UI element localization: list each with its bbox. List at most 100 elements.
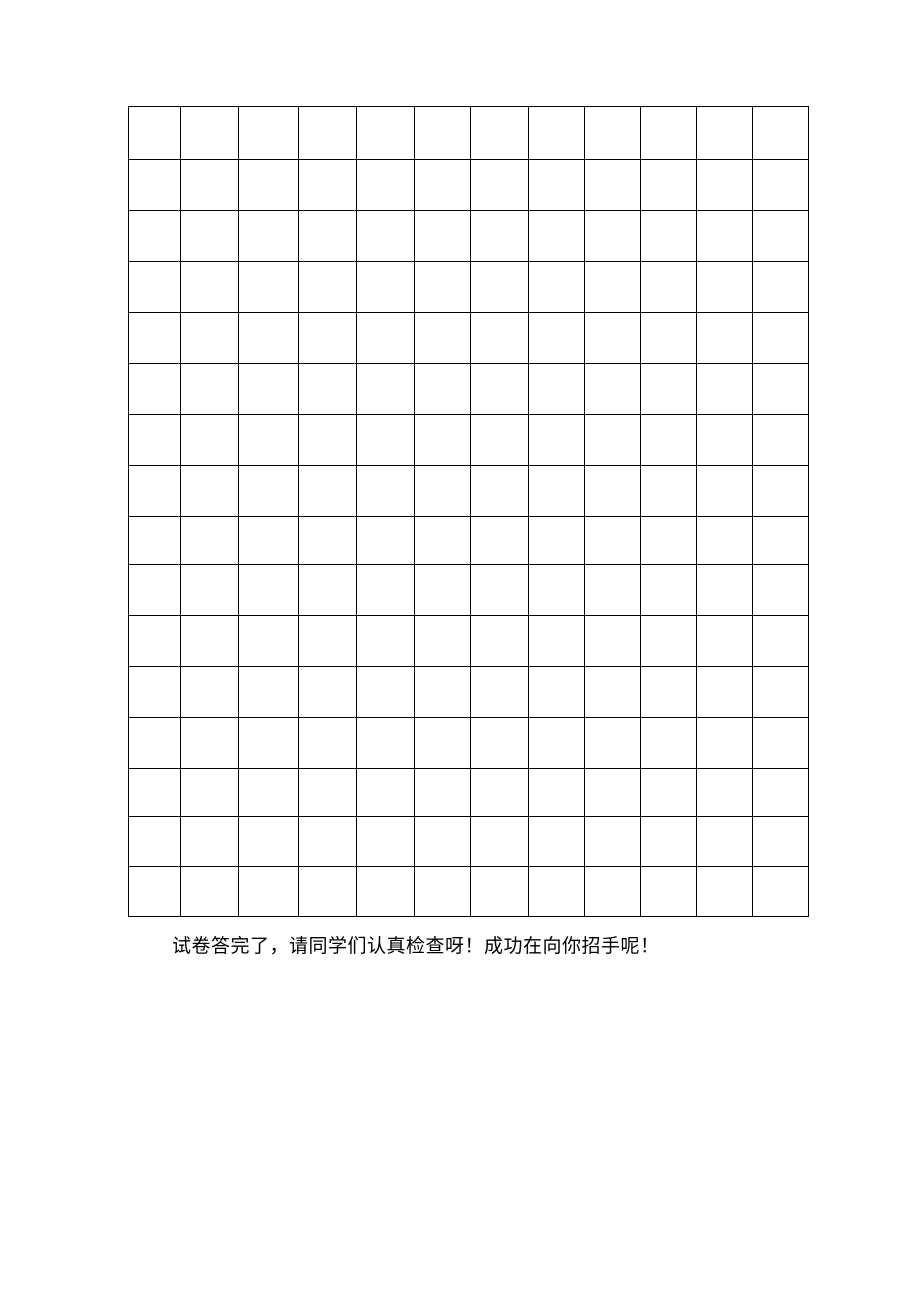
grid-cell[interactable] — [753, 718, 809, 769]
grid-cell[interactable] — [181, 364, 239, 415]
grid-cell[interactable] — [357, 867, 415, 917]
grid-cell[interactable] — [529, 565, 585, 616]
grid-cell[interactable] — [471, 769, 529, 817]
grid-cell[interactable] — [529, 466, 585, 517]
grid-cell[interactable] — [697, 769, 753, 817]
grid-cell[interactable] — [357, 313, 415, 364]
grid-cell[interactable] — [641, 616, 697, 667]
grid-cell[interactable] — [239, 160, 299, 211]
grid-cell[interactable] — [529, 160, 585, 211]
grid-cell[interactable] — [181, 415, 239, 466]
grid-cell[interactable] — [471, 565, 529, 616]
grid-cell[interactable] — [753, 517, 809, 565]
grid-cell[interactable] — [181, 565, 239, 616]
grid-cell[interactable] — [415, 667, 471, 718]
grid-cell[interactable] — [299, 817, 357, 867]
grid-cell[interactable] — [129, 415, 181, 466]
grid-cell[interactable] — [415, 867, 471, 917]
grid-cell[interactable] — [415, 466, 471, 517]
grid-cell[interactable] — [585, 364, 641, 415]
grid-cell[interactable] — [585, 565, 641, 616]
grid-cell[interactable] — [753, 262, 809, 313]
grid-cell[interactable] — [529, 211, 585, 262]
grid-cell[interactable] — [529, 718, 585, 769]
grid-cell[interactable] — [415, 211, 471, 262]
grid-cell[interactable] — [585, 867, 641, 917]
grid-cell[interactable] — [181, 466, 239, 517]
grid-cell[interactable] — [239, 364, 299, 415]
grid-cell[interactable] — [415, 415, 471, 466]
grid-cell[interactable] — [181, 107, 239, 160]
grid-cell[interactable] — [129, 262, 181, 313]
grid-cell[interactable] — [697, 667, 753, 718]
grid-cell[interactable] — [697, 415, 753, 466]
grid-cell[interactable] — [471, 415, 529, 466]
grid-cell[interactable] — [753, 867, 809, 917]
grid-cell[interactable] — [239, 616, 299, 667]
grid-cell[interactable] — [239, 415, 299, 466]
grid-cell[interactable] — [641, 867, 697, 917]
grid-cell[interactable] — [299, 616, 357, 667]
grid-cell[interactable] — [585, 313, 641, 364]
grid-cell[interactable] — [471, 107, 529, 160]
grid-cell[interactable] — [697, 718, 753, 769]
grid-cell[interactable] — [585, 466, 641, 517]
grid-cell[interactable] — [415, 262, 471, 313]
grid-cell[interactable] — [641, 415, 697, 466]
grid-cell[interactable] — [753, 565, 809, 616]
grid-cell[interactable] — [357, 769, 415, 817]
grid-cell[interactable] — [471, 517, 529, 565]
grid-cell[interactable] — [129, 364, 181, 415]
grid-cell[interactable] — [415, 517, 471, 565]
grid-cell[interactable] — [697, 262, 753, 313]
grid-cell[interactable] — [641, 667, 697, 718]
grid-cell[interactable] — [585, 415, 641, 466]
grid-cell[interactable] — [471, 667, 529, 718]
grid-cell[interactable] — [415, 565, 471, 616]
grid-cell[interactable] — [697, 517, 753, 565]
grid-cell[interactable] — [299, 160, 357, 211]
grid-cell[interactable] — [181, 718, 239, 769]
grid-cell[interactable] — [239, 565, 299, 616]
grid-cell[interactable] — [529, 867, 585, 917]
grid-cell[interactable] — [239, 107, 299, 160]
grid-cell[interactable] — [585, 107, 641, 160]
grid-cell[interactable] — [753, 616, 809, 667]
grid-cell[interactable] — [181, 817, 239, 867]
grid-cell[interactable] — [641, 107, 697, 160]
grid-cell[interactable] — [585, 769, 641, 817]
grid-cell[interactable] — [585, 718, 641, 769]
grid-cell[interactable] — [753, 211, 809, 262]
grid-cell[interactable] — [181, 160, 239, 211]
grid-cell[interactable] — [585, 160, 641, 211]
grid-cell[interactable] — [129, 718, 181, 769]
grid-cell[interactable] — [529, 616, 585, 667]
grid-cell[interactable] — [529, 817, 585, 867]
grid-cell[interactable] — [415, 769, 471, 817]
grid-cell[interactable] — [357, 517, 415, 565]
grid-cell[interactable] — [239, 517, 299, 565]
grid-cell[interactable] — [529, 667, 585, 718]
grid-cell[interactable] — [641, 364, 697, 415]
grid-cell[interactable] — [299, 517, 357, 565]
grid-cell[interactable] — [641, 769, 697, 817]
grid-cell[interactable] — [299, 466, 357, 517]
grid-cell[interactable] — [697, 364, 753, 415]
grid-cell[interactable] — [641, 313, 697, 364]
grid-cell[interactable] — [697, 466, 753, 517]
grid-cell[interactable] — [181, 867, 239, 917]
grid-cell[interactable] — [753, 313, 809, 364]
grid-cell[interactable] — [239, 466, 299, 517]
grid-cell[interactable] — [239, 718, 299, 769]
grid-cell[interactable] — [129, 517, 181, 565]
grid-cell[interactable] — [471, 313, 529, 364]
grid-cell[interactable] — [181, 769, 239, 817]
grid-cell[interactable] — [641, 211, 697, 262]
grid-cell[interactable] — [129, 107, 181, 160]
grid-cell[interactable] — [239, 211, 299, 262]
grid-cell[interactable] — [129, 160, 181, 211]
grid-cell[interactable] — [415, 817, 471, 867]
grid-cell[interactable] — [753, 466, 809, 517]
grid-cell[interactable] — [529, 769, 585, 817]
grid-cell[interactable] — [641, 718, 697, 769]
